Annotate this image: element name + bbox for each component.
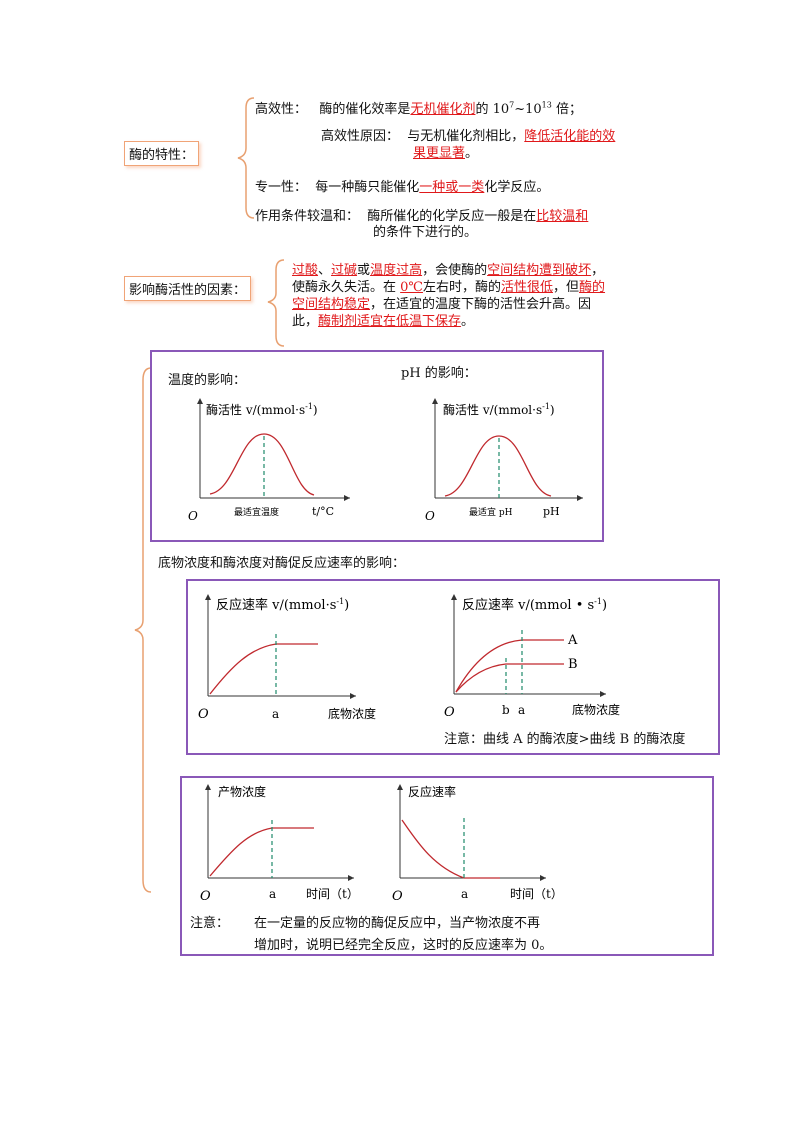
factors-label: 影响酶活性的因素： — [124, 276, 252, 301]
product-origin: O — [200, 889, 211, 904]
specificity-line: 专一性： 每一种酶只能催化一种或一类化学反应。 — [255, 180, 550, 195]
enzyme-x-arrow — [600, 691, 606, 697]
rate-curve — [401, 819, 500, 879]
enzyme-b-label: b — [502, 703, 510, 717]
product-curve — [209, 827, 314, 877]
enzyme-origin: O — [444, 705, 455, 720]
substrate-x-arrow — [350, 693, 356, 699]
substrate-section-title: 底物浓度和酶浓度对酶促反应速率的影响： — [158, 556, 406, 571]
enzyme-a-label: a — [518, 703, 525, 717]
temp-title: 温度的影响： — [168, 373, 247, 388]
ph-xlabel: pH — [543, 505, 560, 518]
ph-chart: 酶活性 v/(mmol·s-1) O 最适宜 pH pH — [425, 398, 583, 523]
traits-brace — [237, 97, 255, 219]
temp-curve — [209, 433, 315, 496]
ph-optimum-label: 最适宜 pH — [469, 506, 513, 518]
high-efficiency-line: 高效性： 酶的催化效率是无机催化剂的 107~1013 倍； — [255, 100, 582, 117]
panel-time — [180, 776, 714, 956]
ph-ylabel: 酶活性 v/(mmol·s-1) — [443, 402, 555, 417]
curve-B — [455, 663, 564, 693]
high-efficiency-reason-cont: 果更显著。 — [413, 146, 479, 161]
rate-ylabel: 反应速率 — [408, 784, 456, 799]
substrate-origin: O — [198, 707, 209, 722]
rate-a-label: a — [461, 887, 468, 901]
curve-A-label: A — [567, 633, 578, 648]
temp-y-arrow — [197, 398, 203, 404]
panel-substrate — [186, 579, 720, 755]
substrate-chart: 反应速率 v/(mmol·s-1) O a 底物浓度 — [198, 594, 376, 722]
mild-conditions-line: 作用条件较温和： 酶所催化的化学反应一般是在比较温和 — [255, 209, 589, 224]
temp-xlabel: t/°C — [312, 505, 334, 518]
product-x-arrow — [348, 875, 354, 881]
rate-time-chart: 反应速率 O a 时间（t） — [392, 784, 563, 904]
mild-conditions-cont: 的条件下进行的。 — [373, 225, 478, 240]
curve-B-label: B — [568, 657, 578, 672]
panel-temperature-ph — [150, 350, 604, 542]
rate-x-arrow — [540, 875, 546, 881]
high-efficiency-reason: 高效性原因： 与无机催化剂相比，降低活化能的效 — [321, 129, 616, 144]
traits-label: 酶的特性： — [124, 141, 200, 166]
temp-optimum-label: 最适宜温度 — [234, 506, 279, 518]
temp-origin: O — [188, 509, 198, 523]
product-y-arrow — [205, 784, 211, 790]
enzyme-conc-chart: 反应速率 v/(mmol • s-1) O b a A B 底物浓度 — [444, 594, 620, 720]
ph-y-arrow — [432, 398, 438, 404]
product-a-label: a — [269, 887, 276, 901]
product-chart: 产物浓度 O a 时间（t） — [200, 784, 359, 904]
rate-y-arrow — [397, 784, 403, 790]
enzyme-note: 注意：曲线 A 的酶浓度>曲线 B 的酶浓度 — [444, 732, 686, 747]
time-note-line1: 在一定量的反应物的酶促反应中，当产物浓度不再 — [254, 916, 541, 931]
substrate-a-label: a — [272, 707, 279, 721]
temp-ylabel: 酶活性 v/(mmol·s-1) — [206, 402, 318, 417]
enzyme-ylabel: 反应速率 v/(mmol • s-1) — [462, 597, 607, 613]
temp-chart: 酶活性 v/(mmol·s-1) O 最适宜温度 t/°C — [188, 398, 350, 523]
substrate-y-arrow — [205, 594, 211, 600]
temp-x-arrow — [344, 495, 350, 501]
enzyme-xlabel: 底物浓度 — [572, 702, 620, 717]
ph-curve — [444, 435, 552, 497]
ph-x-arrow — [577, 495, 583, 501]
factors-paragraph: 过酸、过碱或温度过高，会使酶的空间结构遭到破坏， 使酶永久失活。在 0℃左右时，… — [292, 263, 606, 329]
graphs-brace — [134, 367, 152, 893]
time-note-head: 注意： — [190, 916, 230, 931]
product-xlabel: 时间（t） — [306, 887, 359, 901]
substrate-ylabel: 反应速率 v/(mmol·s-1) — [216, 597, 349, 613]
time-note-line2: 增加时，说明已经完全反应，这时的反应速率为 0。 — [254, 938, 553, 953]
ph-title: pH 的影响： — [401, 366, 477, 381]
enzyme-y-arrow — [451, 594, 457, 600]
curve-A — [455, 639, 564, 693]
substrate-xlabel: 底物浓度 — [328, 706, 376, 721]
factors-brace — [267, 259, 285, 347]
substrate-curve — [209, 643, 318, 695]
ph-origin: O — [425, 509, 435, 523]
rate-xlabel: 时间（t） — [510, 887, 563, 901]
rate-origin: O — [392, 889, 403, 904]
product-ylabel: 产物浓度 — [218, 784, 266, 799]
